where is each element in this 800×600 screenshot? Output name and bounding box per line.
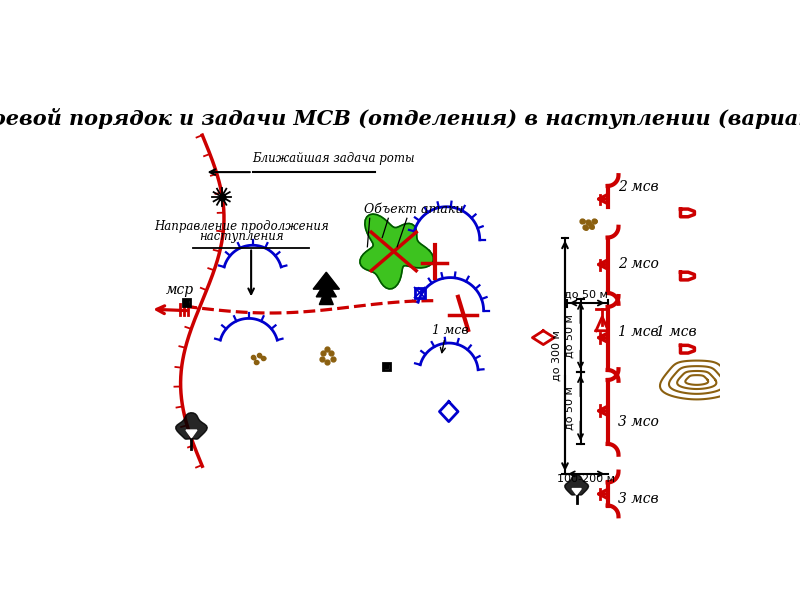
Text: 3 мсв: 3 мсв [618, 493, 658, 506]
Text: Объект атаки: Объект атаки [363, 203, 463, 216]
Polygon shape [313, 272, 339, 289]
Polygon shape [319, 287, 334, 305]
Text: 100-200 м: 100-200 м [558, 475, 615, 484]
Text: мср: мср [166, 283, 194, 297]
Polygon shape [572, 488, 582, 495]
Text: Ближайшая задача роты: Ближайшая задача роты [253, 152, 415, 165]
Text: Боевой порядок и задачи МСВ (отделения) в наступлении (вариант): Боевой порядок и задачи МСВ (отделения) … [0, 107, 800, 128]
Text: до 50 м: до 50 м [564, 290, 608, 299]
Polygon shape [186, 430, 197, 438]
Text: Боевой порядок МСО: Боевой порядок МСО [542, 516, 734, 532]
Polygon shape [360, 214, 434, 289]
Text: до 300 м: до 300 м [552, 330, 562, 381]
Text: до 50 м: до 50 м [565, 314, 575, 358]
Text: 3 мсо: 3 мсо [618, 415, 658, 430]
Polygon shape [316, 280, 336, 297]
Text: 1 мсв: 1 мсв [432, 324, 468, 337]
Polygon shape [565, 475, 589, 495]
Text: 2 мсо: 2 мсо [618, 257, 658, 271]
Text: 1 мсв: 1 мсв [618, 325, 658, 339]
Bar [414, 287, 425, 298]
Polygon shape [176, 413, 207, 439]
Polygon shape [184, 300, 188, 305]
Text: наступления: наступления [199, 230, 284, 243]
Polygon shape [384, 364, 388, 368]
Bar [183, 299, 190, 306]
Text: Направление продолжения: Направление продолжения [154, 220, 330, 233]
Text: 1 мсв: 1 мсв [657, 325, 697, 339]
Bar [383, 363, 390, 370]
Text: до 50 м: до 50 м [565, 386, 575, 430]
Text: 2 мсв: 2 мсв [618, 181, 658, 194]
